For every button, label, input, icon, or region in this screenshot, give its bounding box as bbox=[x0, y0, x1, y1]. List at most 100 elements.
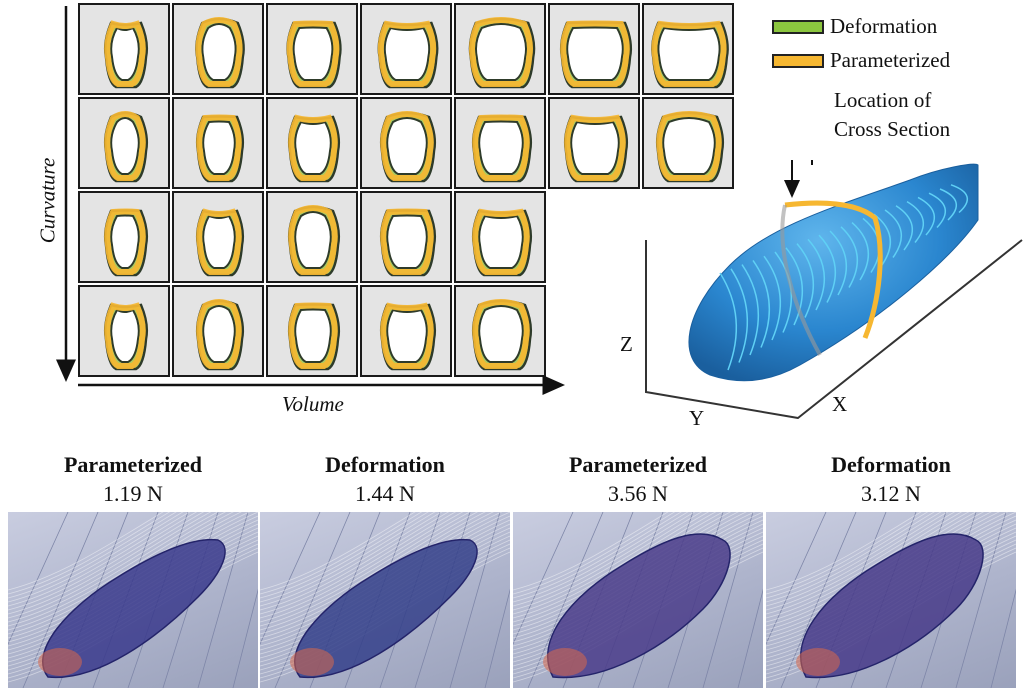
shape-cell bbox=[454, 285, 546, 377]
axis-z-label: Z bbox=[620, 332, 633, 356]
contour-line bbox=[752, 259, 771, 348]
contour-line bbox=[796, 243, 815, 318]
simulation-header: Parameterized 1.19 N bbox=[8, 450, 258, 508]
parameterized-outline bbox=[104, 302, 146, 369]
simulation-force: 3.12 N bbox=[861, 481, 921, 506]
grid-axes bbox=[56, 6, 565, 395]
parameterized-outline bbox=[651, 20, 727, 87]
simulation-header: Deformation 3.12 N bbox=[766, 450, 1016, 508]
parameterized-outline bbox=[472, 208, 530, 275]
parameterized-outline bbox=[656, 111, 722, 181]
parameterized-outline bbox=[288, 114, 338, 181]
parameterized-outline bbox=[104, 111, 146, 181]
legend-label-parameterized: Parameterized bbox=[830, 48, 951, 72]
simulation-title: Parameterized bbox=[63, 452, 203, 477]
parameterized-outline bbox=[288, 302, 338, 369]
contour-line bbox=[741, 264, 760, 356]
volume-axis-label: Volume bbox=[282, 392, 344, 416]
contour-line bbox=[719, 272, 738, 371]
parameterized-outline bbox=[468, 17, 534, 87]
location-flag-icon bbox=[811, 160, 813, 165]
deformation-swatch bbox=[772, 20, 824, 34]
simulation-title: Parameterized bbox=[568, 452, 708, 477]
location-label-line1: Location of bbox=[834, 88, 932, 112]
parameterized-outline bbox=[288, 205, 338, 275]
parameterized-outline bbox=[196, 299, 242, 369]
simulation-render bbox=[513, 512, 763, 688]
simulation-render bbox=[766, 512, 1016, 688]
legend-label-deformation: Deformation bbox=[830, 14, 938, 38]
shape-cell bbox=[172, 97, 264, 189]
shape-cell bbox=[266, 97, 358, 189]
simulation-header: Deformation 1.44 N bbox=[260, 450, 510, 508]
contour-line bbox=[829, 230, 848, 296]
simulation-title: Deformation bbox=[325, 452, 445, 477]
shape-cell bbox=[454, 3, 546, 95]
shape-cell bbox=[78, 3, 170, 95]
curvature-axis-label: Curvature bbox=[35, 157, 60, 244]
shape-cell bbox=[548, 3, 640, 95]
parameterized-outline bbox=[472, 299, 530, 369]
parameterized-outline bbox=[380, 111, 434, 181]
parameterized-outline bbox=[564, 114, 626, 181]
simulated-body bbox=[42, 538, 226, 679]
contour-line bbox=[939, 188, 957, 221]
simulation-force: 1.44 N bbox=[355, 481, 415, 506]
shape-cell bbox=[266, 3, 358, 95]
shape-cell bbox=[78, 191, 170, 283]
contour-line bbox=[928, 192, 946, 229]
simulated-body bbox=[547, 533, 731, 679]
shape-cell bbox=[454, 97, 546, 189]
location-label-line2: Cross Section bbox=[834, 117, 951, 141]
parameterized-outline bbox=[196, 208, 242, 275]
parameterized-swatch bbox=[772, 54, 824, 68]
parameterized-outline bbox=[104, 208, 146, 275]
contour-line bbox=[884, 209, 902, 258]
shape-cell bbox=[172, 3, 264, 95]
simulated-body bbox=[800, 533, 984, 679]
contour-line bbox=[763, 255, 782, 341]
contour-line bbox=[851, 222, 870, 281]
parameterized-outline bbox=[195, 17, 243, 87]
parameterized-outline bbox=[380, 208, 434, 275]
shape-cell bbox=[642, 97, 734, 189]
contour-line bbox=[785, 247, 804, 326]
simulation-force: 3.56 N bbox=[608, 481, 668, 506]
shape-cell bbox=[172, 191, 264, 283]
shape-cell bbox=[172, 285, 264, 377]
contour-line bbox=[895, 205, 913, 251]
parameterized-outline bbox=[196, 114, 242, 181]
simulation-force: 1.19 N bbox=[103, 481, 163, 506]
axes-3d-lines bbox=[645, 239, 1023, 420]
contour-line bbox=[873, 213, 892, 266]
simulation-render bbox=[260, 512, 510, 688]
cross-section-highlight bbox=[784, 200, 883, 339]
shape-cell bbox=[78, 97, 170, 189]
shape-cell bbox=[360, 97, 452, 189]
contour-line bbox=[917, 196, 935, 236]
shape-cell bbox=[642, 3, 734, 95]
contour-line bbox=[906, 200, 924, 243]
parameterized-outline bbox=[560, 20, 630, 87]
contour-line bbox=[730, 268, 749, 363]
body-3d-diagram bbox=[645, 160, 1023, 420]
shape-cell bbox=[360, 285, 452, 377]
axis-x-label: X bbox=[832, 392, 848, 416]
shape-cell bbox=[266, 285, 358, 377]
parameterized-outline bbox=[286, 20, 340, 87]
cross-section-location-label: Location of Cross Section bbox=[834, 86, 950, 144]
contour-line bbox=[840, 226, 859, 288]
shape-cell bbox=[360, 191, 452, 283]
contour-line bbox=[950, 184, 968, 214]
simulation-header: Parameterized 3.56 N bbox=[513, 450, 763, 508]
simulation-render bbox=[8, 512, 258, 688]
simulated-body bbox=[294, 538, 478, 679]
contour-line bbox=[818, 234, 837, 303]
parameterized-outline bbox=[380, 302, 434, 369]
shape-cell bbox=[548, 97, 640, 189]
parameterized-outline bbox=[472, 114, 530, 181]
simulation-title: Deformation bbox=[831, 452, 951, 477]
contour-line bbox=[807, 238, 826, 311]
shape-cell bbox=[78, 285, 170, 377]
parameterized-outline bbox=[104, 20, 146, 87]
